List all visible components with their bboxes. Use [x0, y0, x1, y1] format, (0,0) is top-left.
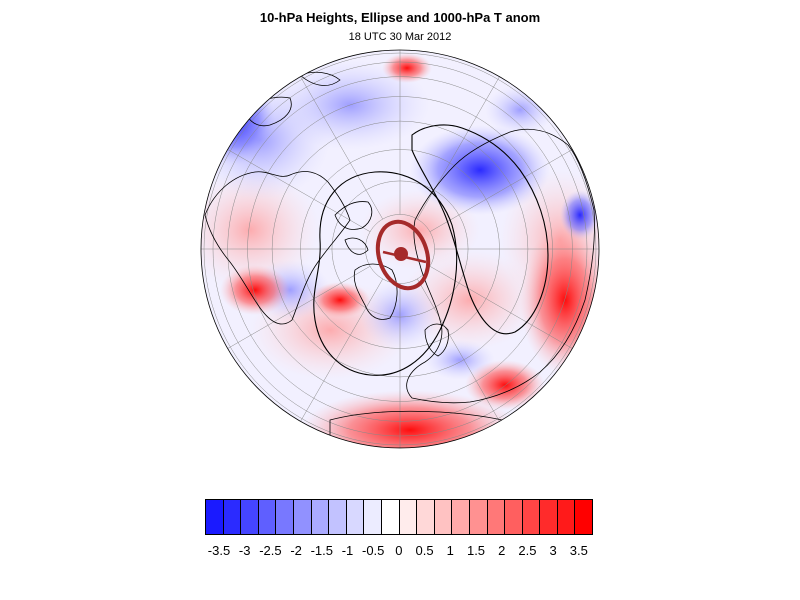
colorbar-swatch [381, 500, 400, 534]
colorbar-swatch [399, 500, 418, 534]
meridian-line [300, 76, 383, 220]
colorbar-tick-label: -2.5 [259, 543, 282, 558]
colorbar [205, 499, 593, 535]
meridian-line [429, 149, 573, 232]
colorbar-tick-label: 1 [446, 543, 454, 558]
colorbar-swatch [311, 500, 330, 534]
colorbar-tick-label: 2.5 [518, 543, 537, 558]
meridian-line [417, 76, 500, 220]
meridian-line [417, 278, 500, 422]
colorbar-tick-label: -3 [238, 543, 251, 558]
colorbar-swatch [469, 500, 488, 534]
colorbar-swatch [417, 500, 435, 534]
colorbar-tick-label: -3.5 [207, 543, 231, 558]
colorbar-tick-label: -1.5 [310, 543, 333, 558]
colorbar-swatch [241, 500, 259, 534]
colorbar-swatch [487, 500, 506, 534]
colorbar-swatch [346, 500, 365, 534]
colorbar-tick-label: 1.5 [466, 543, 486, 558]
colorbar-labels: -3.5 -3 -2.5 -2 -1.5 -1 -0.5 0 0.5 1 1.5 2 2.5 3 3.5 [0, 543, 800, 563]
colorbar-tick-label: 3 [549, 543, 557, 558]
height-contours [313, 124, 549, 376]
temperature-anomaly-field [201, 50, 599, 448]
colorbar-swatch [329, 500, 347, 534]
colorbar-swatch [452, 500, 470, 534]
colorbar-swatch [434, 500, 453, 534]
colorbar-tick-label: 3.5 [569, 543, 588, 558]
colorbar-swatch [505, 500, 523, 534]
colorbar-swatch [540, 500, 558, 534]
coastlines [204, 71, 595, 448]
map-subtitle: 18 UTC 30 Mar 2012 [348, 31, 452, 43]
vortex-ellipse [375, 219, 431, 291]
colorbar-swatch [557, 500, 576, 534]
colorbar-tick-label: 2 [498, 543, 506, 558]
colorbar-swatch [364, 500, 382, 534]
meridian-line [227, 149, 371, 232]
map-title: 10-hPa Heights, Ellipse and 1000-hPa T a… [259, 10, 541, 25]
ellipse-center-dot [394, 247, 408, 261]
colorbar-tick-label: -0.5 [361, 543, 385, 558]
lat-lon-grid [201, 50, 599, 448]
colorbar-swatch [575, 500, 593, 534]
globe-outline [200, 49, 600, 449]
colorbar-tick-label: -2 [290, 543, 302, 558]
colorbar-tick-label: 0 [395, 543, 403, 558]
colorbar-swatch [258, 500, 277, 534]
meridian-line [429, 266, 573, 349]
colorbar-tick-label: 0.5 [415, 543, 434, 558]
colorbar-swatch [276, 500, 294, 534]
meridian-line [300, 278, 383, 422]
colorbar-tick-label: -1 [341, 543, 354, 558]
colorbar-swatch [206, 500, 224, 534]
colorbar-swatch [293, 500, 312, 534]
colorbar-swatch [522, 500, 541, 534]
colorbar-swatch [223, 500, 242, 534]
meridian-line [227, 266, 371, 349]
